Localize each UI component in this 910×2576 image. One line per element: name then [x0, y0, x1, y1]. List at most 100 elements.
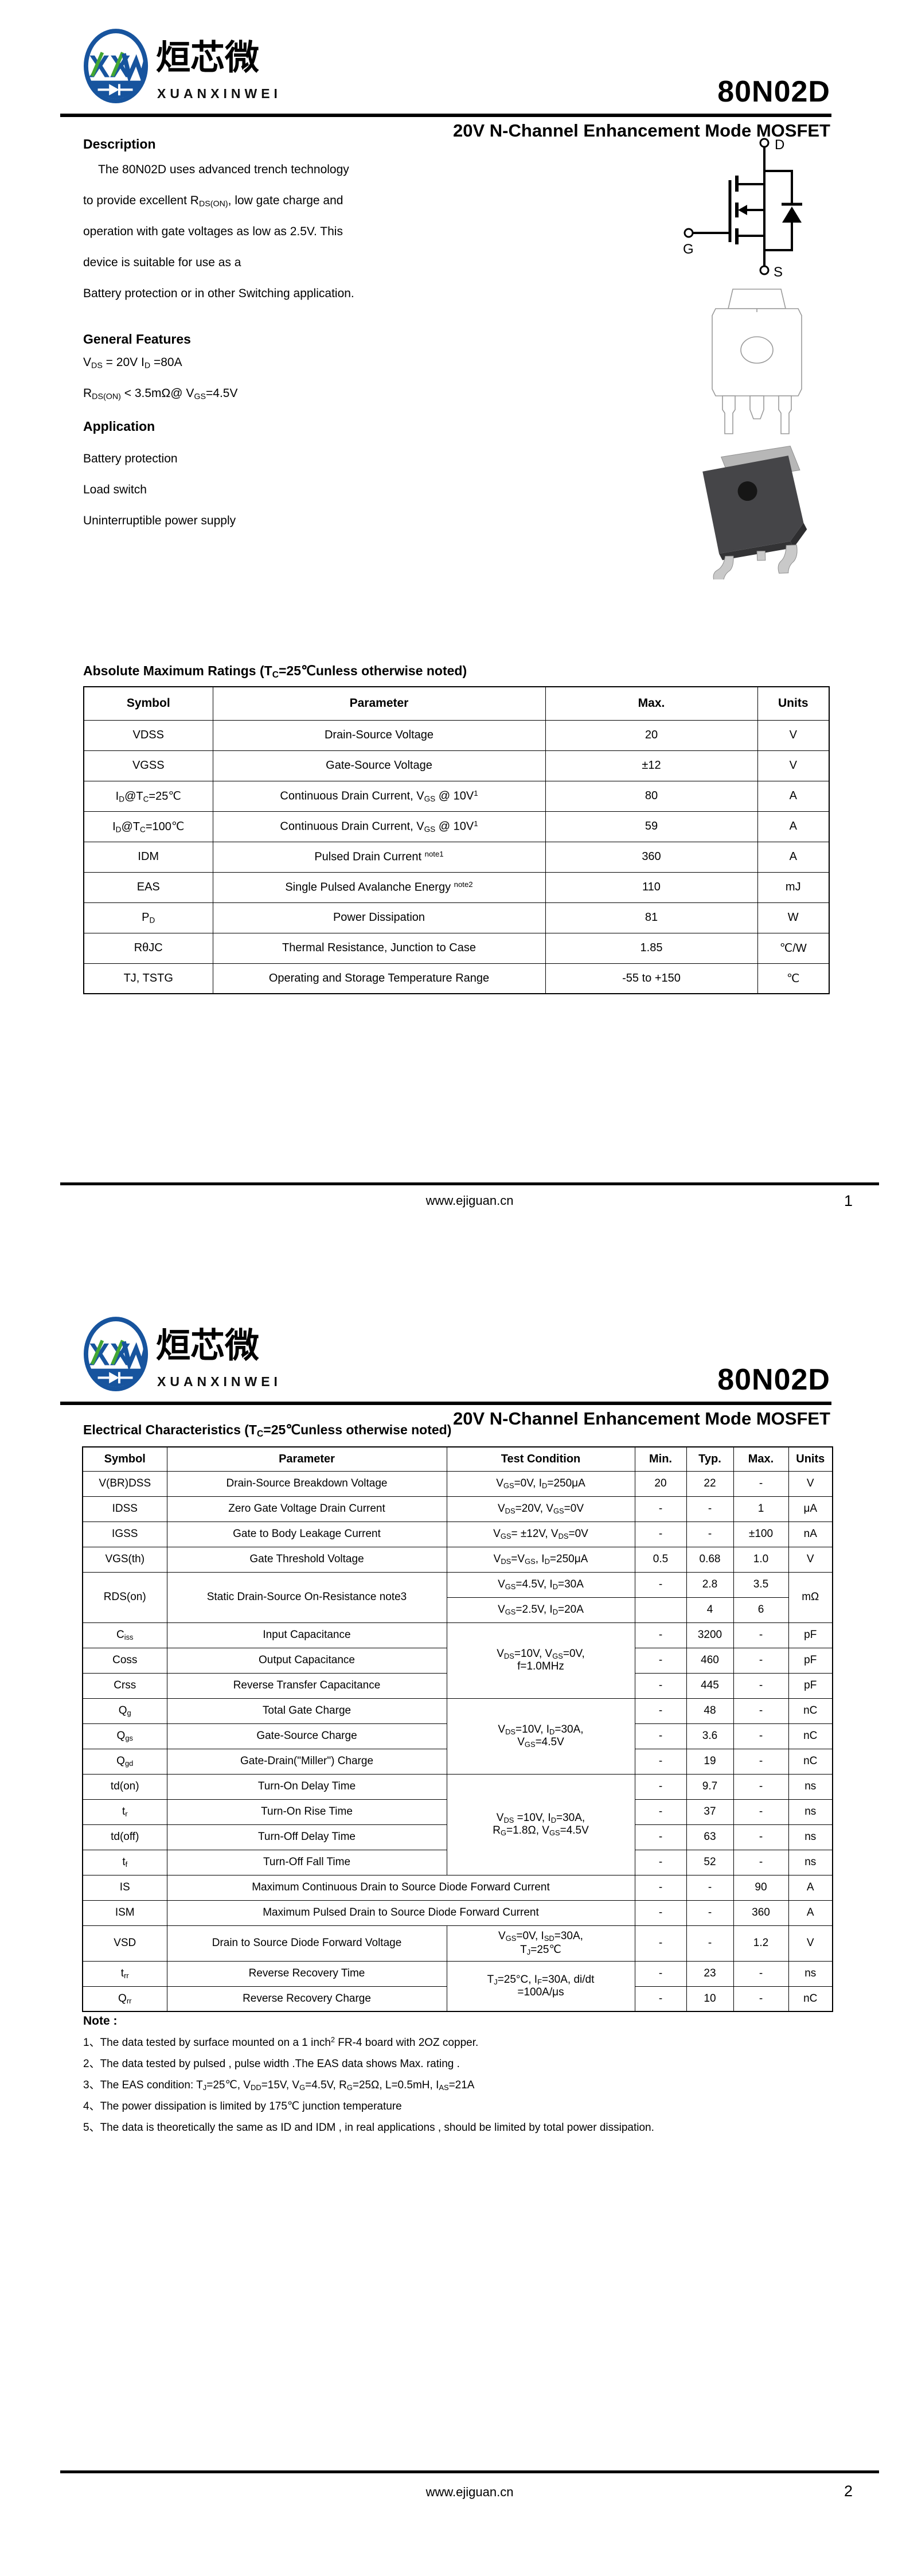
column-header: Typ.: [686, 1446, 734, 1472]
text-line: 5、The data is theoretically the same as …: [83, 2122, 654, 2134]
table-cell: 1.0: [733, 1546, 789, 1573]
brand-name-english: XUANXINWEI: [157, 86, 282, 101]
table-cell: -: [733, 1799, 789, 1825]
table-cell: IGSS: [82, 1521, 167, 1547]
table-row: Qgs Gate-Source Charge -3.6- nC: [82, 1723, 833, 1749]
table-cell: Qrr: [82, 1986, 167, 2012]
table-cell: 360: [733, 1900, 789, 1926]
table-cell: nC: [788, 1748, 833, 1775]
column-header: Units: [757, 686, 830, 721]
table-cell: -: [686, 1874, 734, 1901]
table-cell: tr: [82, 1799, 167, 1825]
table-cell: mΩ: [788, 1571, 833, 1623]
table-row: trr Reverse Recovery Time TJ=25°C, IF=30A,…: [82, 1960, 833, 2012]
page-number: 1: [843, 1192, 853, 1209]
table-cell: 110: [545, 871, 758, 903]
table-cell: ID@TC=100℃: [83, 811, 213, 842]
column-header: Test Condition: [446, 1446, 635, 1472]
source-pin-label: S: [774, 264, 783, 280]
table-cell: 63: [686, 1824, 734, 1850]
table-cell: -: [733, 1960, 789, 1987]
column-header: Parameter: [212, 686, 546, 721]
table-cell: Reverse Transfer Capacitance: [166, 1672, 447, 1699]
column-header: Symbol: [83, 686, 213, 721]
table-cell: -: [634, 1496, 687, 1522]
table-cell: IS: [82, 1874, 167, 1901]
table-cell: -: [634, 1647, 687, 1674]
table-cell: -: [634, 1571, 687, 1598]
brand-logo: XX: [83, 1317, 151, 1399]
table-cell: -: [634, 1925, 687, 1962]
table-cell: -: [733, 1986, 789, 2012]
brand-name-english: XUANXINWEI: [157, 1374, 282, 1389]
table-cell: Turn-Off Fall Time: [166, 1849, 447, 1875]
table-cell: Gate-Drain("Miller") Charge: [166, 1748, 447, 1775]
table-cell: VGS=4.5V, ID=30A: [446, 1571, 635, 1598]
table-cell: 0.5: [634, 1546, 687, 1573]
table-cell: Drain-Source Voltage: [212, 719, 546, 751]
device-subtitle: 20V N-Channel Enhancement Mode MOSFET: [453, 1408, 830, 1429]
table-header-row: Symbol Parameter Max. Units: [83, 686, 830, 721]
table-row: RDS(on) Static Drain-Source On-Resistance…: [82, 1571, 833, 1623]
text-line: operation with gate voltages as low as 2…: [83, 225, 343, 238]
table-cell: ℃/W: [757, 932, 830, 964]
page-1: XX 烜芯微 XUANXINWEI 80N02D 20V N-Channel E…: [60, 29, 879, 1209]
table-cell: Operating and Storage Temperature Range: [212, 963, 546, 994]
table-cell: ID@TC=25℃: [83, 780, 213, 812]
table-cell: -: [634, 1672, 687, 1699]
table-row: VGS(th) Gate Threshold Voltage VDS=VGS, ID…: [82, 1546, 833, 1573]
logo-diode-icon: [109, 1372, 119, 1384]
table-cell: 360: [545, 841, 758, 873]
table-cell: ±100: [733, 1521, 789, 1547]
table-row: tf Turn-Off Fall Time -52- ns: [82, 1849, 833, 1875]
table-cell: Continuous Drain Current, VGS @ 10V1: [212, 780, 546, 812]
brand-logo-mark-icon: XX: [83, 29, 149, 103]
table-cell: VDS=10V, VGS=0V, f=1.0MHz: [446, 1622, 635, 1699]
table-cell: Qgd: [82, 1748, 167, 1775]
table-cell: ns: [788, 1960, 833, 1987]
table-cell: VGSS: [83, 750, 213, 781]
abs-max-ratings-title: Absolute Maximum Ratings (TC=25℃unless o…: [83, 663, 467, 680]
table-cell: -: [733, 1672, 789, 1699]
table-row: tr Turn-On Rise Time -37- ns: [82, 1799, 833, 1825]
table-row: V(BR)DSS Drain-Source Breakdown Voltage VG…: [82, 1470, 833, 1497]
table-cell: Maximum Pulsed Drain to Source Diode For…: [166, 1900, 635, 1926]
table-header-row: Symbol Parameter Test Condition Min. Typ. Max…: [82, 1446, 833, 1472]
electrical-characteristics-table: Symbol Parameter Test Condition Min. Typ. Max…: [82, 1446, 833, 2012]
text-line: 3、The EAS condition: TJ=25℃, VDD=15V, VG…: [83, 2079, 475, 2092]
table-cell: V: [788, 1546, 833, 1573]
table-cell: PD: [83, 902, 213, 933]
notes-list: 1、The data tested by surface mounted on …: [83, 2034, 863, 2140]
table-cell: Continuous Drain Current, VGS @ 10V1: [212, 811, 546, 842]
table-cell: -: [634, 1960, 687, 1987]
table-cell: 1.85: [545, 932, 758, 964]
table-cell: Gate to Body Leakage Current: [166, 1521, 447, 1547]
table-cell: μA: [788, 1496, 833, 1522]
table-row: VGSS Gate-Source Voltage ±12 V: [83, 750, 830, 781]
table-cell: pF: [788, 1672, 833, 1699]
footer-rule: [60, 2470, 879, 2473]
column-header: Max.: [545, 686, 758, 721]
table-cell: VDS=VGS, ID=250μA: [446, 1546, 635, 1573]
table-cell: 23: [686, 1960, 734, 1987]
table-cell: Static Drain-Source On-Resistance note3: [166, 1571, 447, 1623]
table-cell: V: [757, 750, 830, 781]
table-cell: V: [757, 719, 830, 751]
table-cell: Single Pulsed Avalanche Energy note2: [212, 871, 546, 903]
mosfet-arrow: [738, 205, 747, 215]
column-header: Units: [788, 1446, 833, 1472]
mosfet-symbol-diagram: D G S: [683, 137, 802, 280]
table-cell: VDS=10V, ID=30A, VGS=4.5V: [446, 1698, 635, 1775]
table-cell: -: [733, 1470, 789, 1497]
table-cell: 10: [686, 1986, 734, 2012]
package-outline-drawing: [712, 289, 802, 434]
table-cell: -: [634, 1698, 687, 1724]
table-row: ISM Maximum Pulsed Drain to Source Diode …: [82, 1900, 833, 1926]
table-row: td(on) Turn-On Delay Time VDS =10V, ID=30A…: [82, 1773, 833, 1875]
table-cell: trr: [82, 1960, 167, 1987]
table-row: Crss Reverse Transfer Capacitance -445- pF: [82, 1672, 833, 1699]
table-cell: Gate Threshold Voltage: [166, 1546, 447, 1573]
table-cell: 20: [545, 719, 758, 751]
table-row: Ciss Input Capacitance VDS=10V, VGS=0V, f=1…: [82, 1622, 833, 1699]
table-cell: -55 to +150: [545, 963, 758, 994]
